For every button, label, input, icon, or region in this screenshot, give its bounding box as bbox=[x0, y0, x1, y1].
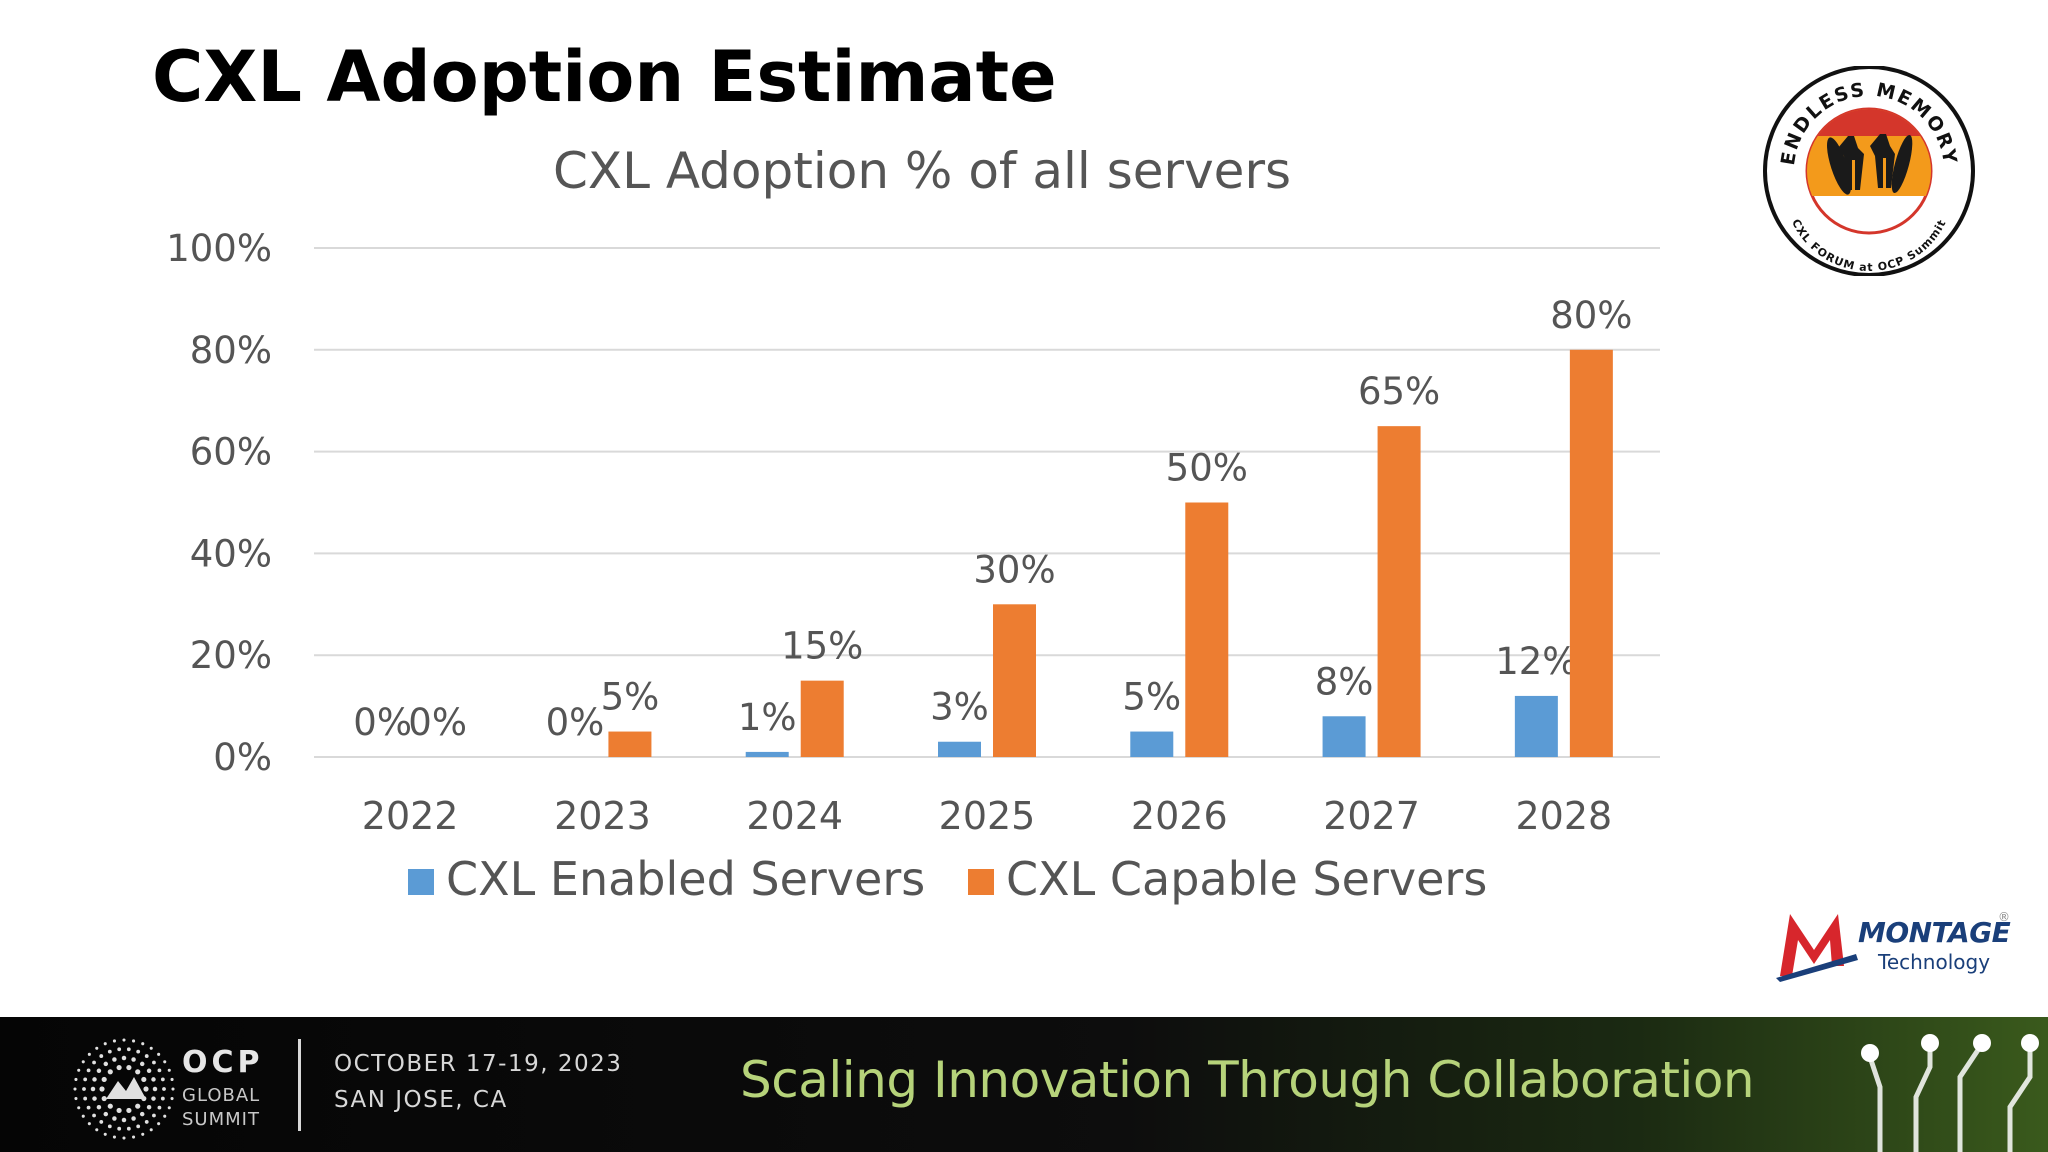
data-label-capable: 5% bbox=[601, 676, 660, 719]
y-tick-label: 100% bbox=[166, 227, 272, 270]
bar-capable bbox=[800, 680, 844, 757]
endless-memory-logo: ENDLESS MEMORY CXL FORUM at OCP Summit bbox=[1756, 65, 1982, 277]
montage-registered-mark: ® bbox=[1998, 910, 2010, 924]
bar-capable bbox=[1569, 349, 1613, 757]
data-label-capable: 0% bbox=[408, 701, 467, 744]
data-label-enabled: 1% bbox=[738, 696, 797, 739]
bar-enabled bbox=[1322, 716, 1366, 757]
bar-capable bbox=[1185, 502, 1229, 757]
chart-title: CXL Adoption % of all servers bbox=[553, 142, 1291, 200]
y-tick-label: 80% bbox=[190, 329, 272, 372]
legend-label-enabled: CXL Enabled Servers bbox=[446, 852, 925, 906]
ocp-global: GLOBAL bbox=[182, 1085, 261, 1106]
x-tick-label: 2026 bbox=[1131, 794, 1228, 838]
event-location: SAN JOSE, CA bbox=[334, 1087, 508, 1113]
montage-m-mark bbox=[1780, 914, 1844, 976]
x-tick-label: 2023 bbox=[554, 794, 651, 838]
y-tick-label: 20% bbox=[190, 634, 272, 677]
y-tick-label: 40% bbox=[190, 532, 272, 575]
data-label-capable: 30% bbox=[973, 548, 1055, 591]
x-tick-label: 2024 bbox=[746, 794, 843, 838]
footer-divider bbox=[298, 1039, 301, 1131]
event-date: OCTOBER 17-19, 2023 bbox=[334, 1051, 623, 1077]
data-label-enabled: 0% bbox=[353, 701, 412, 744]
data-label-capable: 80% bbox=[1550, 294, 1632, 337]
data-label-enabled: 3% bbox=[930, 686, 989, 729]
legend-swatch-enabled bbox=[408, 869, 434, 895]
bar-enabled bbox=[1130, 731, 1174, 757]
slide-title: CXL Adoption Estimate bbox=[152, 36, 1057, 118]
data-label-capable: 15% bbox=[781, 625, 863, 668]
data-label-enabled: 12% bbox=[1495, 640, 1577, 683]
bar-enabled bbox=[1514, 695, 1558, 757]
x-tick-label: 2022 bbox=[362, 794, 459, 838]
legend-label-capable: CXL Capable Servers bbox=[1006, 852, 1487, 906]
x-tick-label: 2028 bbox=[1515, 794, 1612, 838]
montage-logo: MONTAGE Technology ® bbox=[1774, 906, 2011, 982]
bar-enabled bbox=[745, 751, 789, 757]
x-tick-label: 2025 bbox=[939, 794, 1036, 838]
bar-enabled bbox=[938, 741, 981, 757]
ocp-globe-icon bbox=[73, 1038, 175, 1140]
data-label-enabled: 5% bbox=[1122, 676, 1181, 719]
legend-swatch-capable bbox=[968, 869, 994, 895]
data-label-capable: 65% bbox=[1358, 370, 1440, 413]
bar-capable bbox=[608, 731, 652, 757]
bar-capable bbox=[993, 604, 1036, 757]
circuit-decoration-icon bbox=[1861, 1034, 2039, 1152]
x-tick-label: 2027 bbox=[1323, 794, 1420, 838]
montage-name: MONTAGE bbox=[1858, 916, 2011, 949]
footer-bar: OCP GLOBAL SUMMIT OCTOBER 17-19, 2023 SA… bbox=[0, 1017, 2048, 1152]
ocp-summit: SUMMIT bbox=[182, 1109, 260, 1130]
data-label-enabled: 8% bbox=[1315, 660, 1374, 703]
footer-tagline: Scaling Innovation Through Collaboration bbox=[740, 1051, 1755, 1109]
data-label-enabled: 0% bbox=[546, 701, 605, 744]
y-tick-label: 60% bbox=[190, 431, 272, 474]
ocp-brand: OCP bbox=[182, 1045, 264, 1080]
bar-capable bbox=[1377, 426, 1421, 757]
data-label-capable: 50% bbox=[1166, 447, 1248, 490]
montage-sub: Technology bbox=[1878, 950, 1991, 974]
y-tick-label: 0% bbox=[213, 736, 272, 779]
